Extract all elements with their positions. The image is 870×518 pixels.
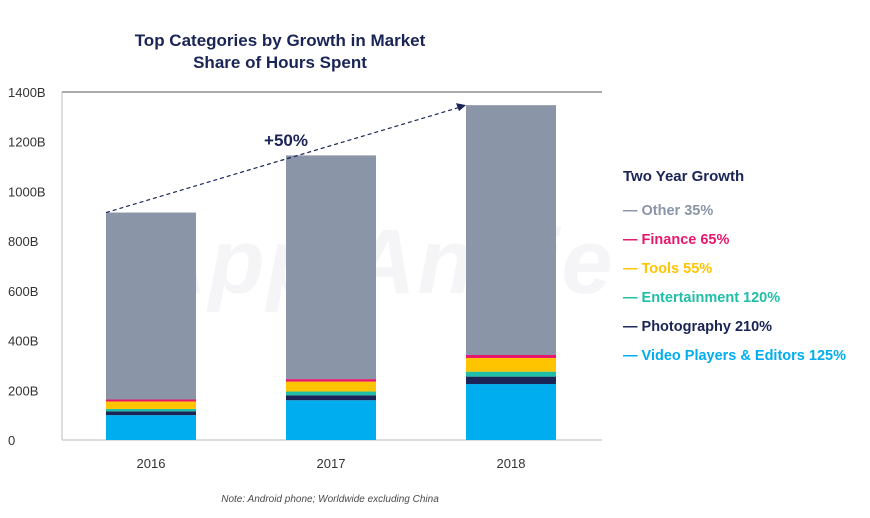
legend-item: — Finance 65% (623, 232, 846, 261)
bar-segment (286, 155, 376, 380)
legend-label: Finance 65% (641, 232, 730, 248)
legend-label: Entertainment 120% (641, 290, 781, 306)
legend: Two Year Growth — Other 35% — Finance 65%… (623, 168, 846, 377)
bar-segment (286, 391, 376, 396)
legend-dash-icon: — (623, 232, 642, 248)
bar-segment (106, 212, 196, 400)
legend-dash-icon: — (623, 290, 642, 306)
legend-dash-icon: — (623, 261, 642, 277)
y-tick-label: 1200B (8, 135, 46, 150)
bar-segment (466, 384, 556, 440)
legend-item: — Tools 55% (623, 261, 846, 290)
y-tick-label: 0 (8, 433, 15, 448)
growth-arrow-head (456, 103, 466, 112)
bar-segment (106, 408, 196, 412)
bar-segment (286, 381, 376, 392)
legend-label: Tools 55% (641, 261, 713, 277)
legend-item: — Entertainment 120% (623, 290, 846, 319)
y-tick-label: 1400B (8, 85, 46, 100)
bar-segment (286, 400, 376, 440)
legend-label: Photography 210% (641, 319, 773, 335)
bar-segment (466, 357, 556, 372)
legend-item: — Photography 210% (623, 319, 846, 348)
x-tick-label: 2016 (137, 456, 166, 471)
legend-title: Two Year Growth (623, 168, 745, 185)
bar-segment (466, 371, 556, 377)
y-tick-label: 1000B (8, 184, 46, 199)
chart-title: Top Categories by Growth in Market Share… (120, 30, 440, 74)
bar-segment (106, 415, 196, 440)
bar-segment (466, 354, 556, 358)
legend-items: — Other 35% — Finance 65% — Tools 55% — Ent… (623, 203, 846, 377)
y-tick-label: 600B (8, 284, 38, 299)
y-tick-label: 800B (8, 234, 38, 249)
y-tick-label: 200B (8, 383, 38, 398)
legend-label: Other 35% (641, 203, 714, 219)
x-tick-label: 2017 (317, 456, 346, 471)
footnote: Note: Android phone; Worldwide excluding… (221, 494, 439, 505)
legend-item: — Other 35% (623, 203, 846, 232)
legend-dash-icon: — (623, 203, 642, 219)
bar-segment (106, 411, 196, 416)
y-tick-label: 400B (8, 334, 38, 349)
bar-segment (286, 379, 376, 382)
growth-annotation: +50% (264, 131, 308, 150)
growth-arrow-line (105, 106, 461, 214)
chart-title-line-2: Share of Hours Spent (193, 53, 367, 72)
bar-segment (106, 401, 196, 409)
chart-title-line-1: Top Categories by Growth in Market (134, 31, 426, 50)
legend-dash-icon: — (623, 348, 642, 364)
bar-segment (466, 105, 556, 355)
legend-item: — Video Players & Editors 125% (623, 348, 846, 377)
legend-dash-icon: — (623, 319, 642, 335)
bar-segment (106, 399, 196, 402)
bar-segment (466, 376, 556, 385)
bar-segment (286, 395, 376, 401)
x-tick-label: 2018 (497, 456, 526, 471)
legend-label: Video Players & Editors 125% (641, 348, 846, 364)
